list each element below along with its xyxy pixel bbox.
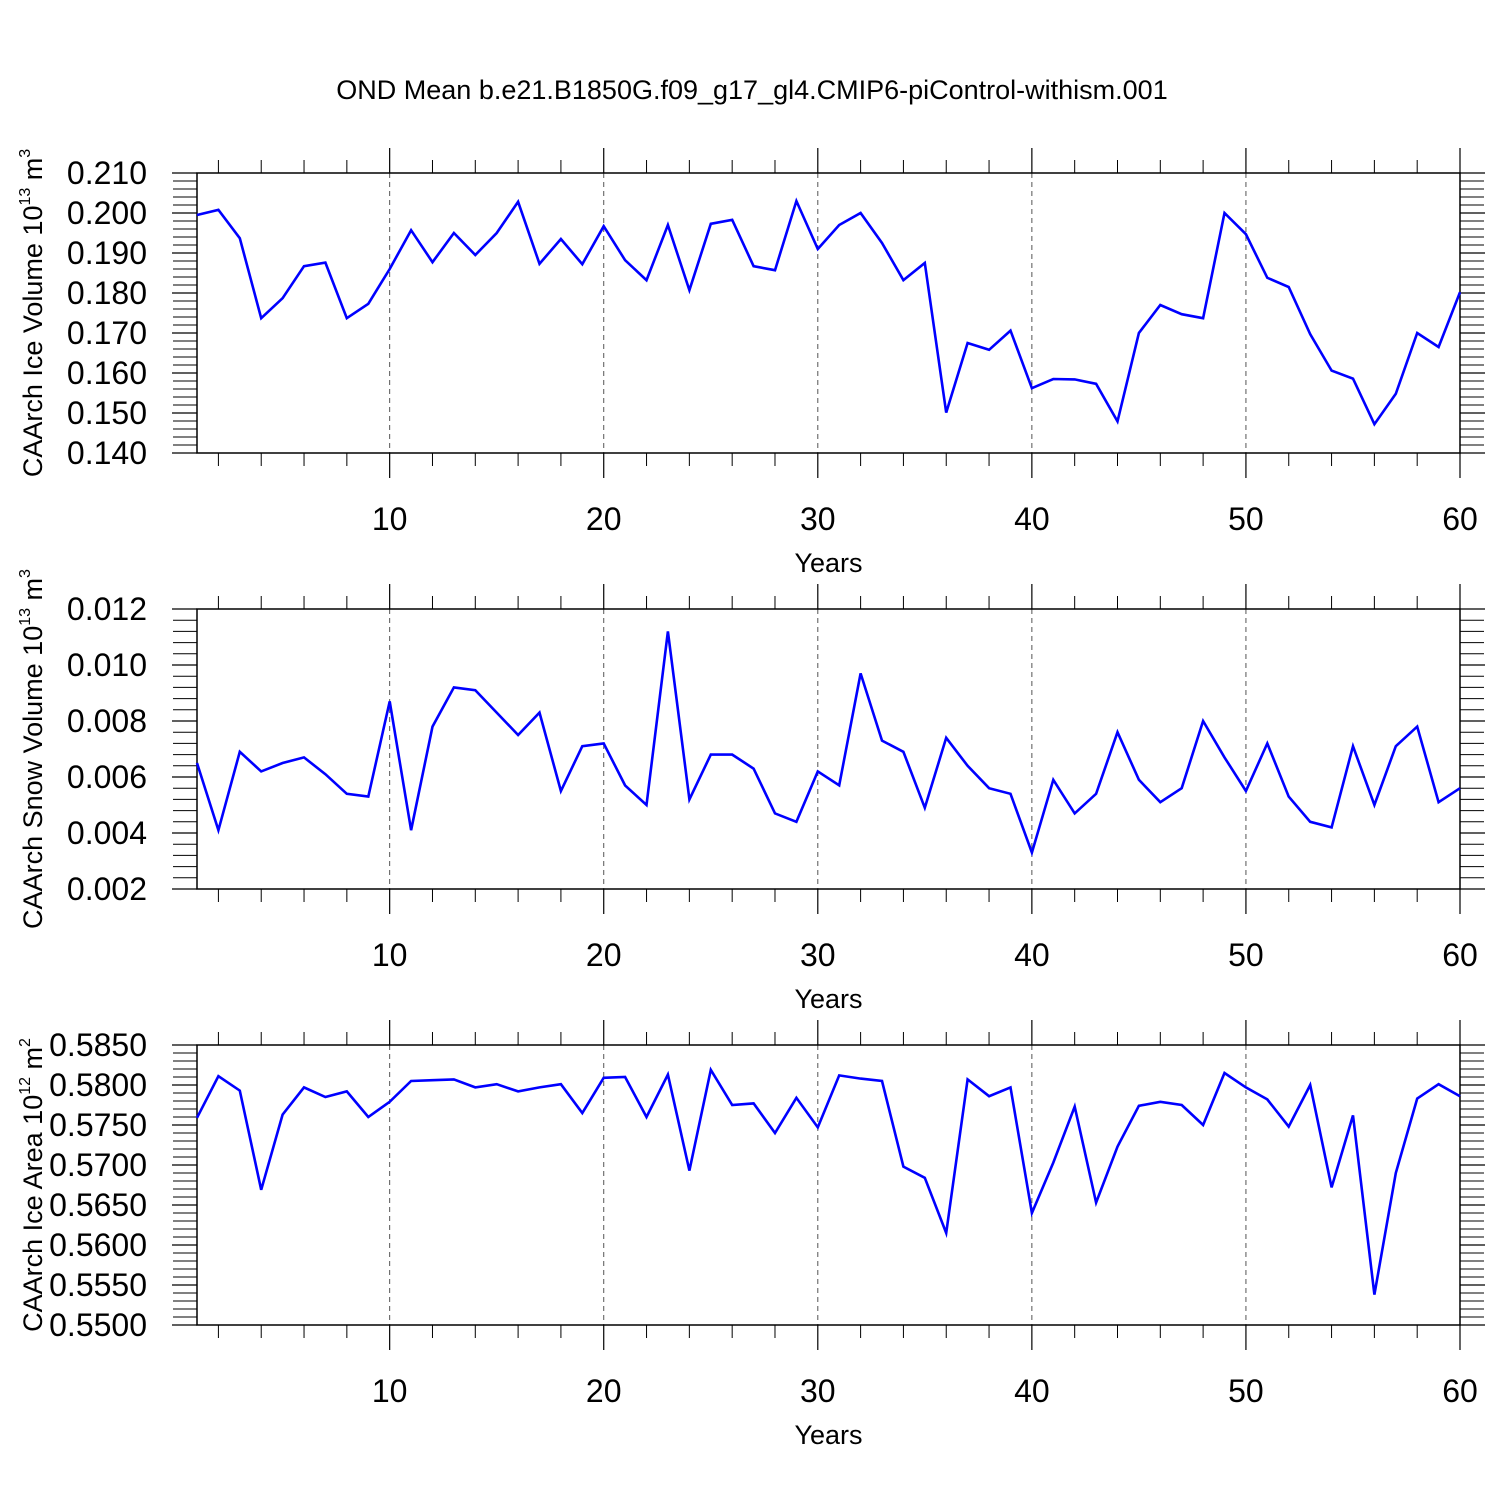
series-line-ice-volume bbox=[196, 197, 1462, 427]
x-tick-label: 50 bbox=[1228, 501, 1264, 537]
y-tick-label: 0.200 bbox=[67, 195, 147, 231]
y-axis-label-superscript: 12 bbox=[17, 1077, 34, 1095]
y-tick-label: 0.5750 bbox=[49, 1107, 147, 1143]
series-line-ice-area bbox=[195, 1066, 1461, 1295]
plot-frame bbox=[196, 172, 1461, 454]
x-tick-label: 40 bbox=[1014, 1373, 1050, 1409]
y-tick-label: 0.5500 bbox=[49, 1307, 147, 1343]
y-tick-label: 0.012 bbox=[67, 591, 147, 627]
y-axis-label-text: m bbox=[18, 578, 48, 608]
panel-snow-volume: 10 20 30 40 50 60 0.002 0.004 0.006 0.008 0.010 0.0… bbox=[17, 569, 1485, 1014]
x-tick-label: 60 bbox=[1442, 937, 1478, 973]
y-axis-label: CAArch Ice Area 1012 m2 bbox=[17, 1038, 48, 1332]
y-axis-label-superscript: 13 bbox=[17, 188, 34, 206]
y-axis-label: CAArch Ice Volume 1013 m3 bbox=[17, 149, 48, 477]
y-tick-label: 0.5600 bbox=[49, 1227, 147, 1263]
y-axis-label-superscript: 13 bbox=[17, 608, 34, 626]
chart-title: OND Mean b.e21.B1850G.f09_g17_gl4.CMIP6-… bbox=[336, 75, 1167, 105]
x-tick-label: 10 bbox=[372, 1373, 408, 1409]
y-axis-label-text: m bbox=[18, 158, 48, 188]
x-tick-label: 60 bbox=[1442, 1373, 1478, 1409]
x-axis-label: Years bbox=[794, 1420, 862, 1450]
panel-ice-area: 10 20 30 40 50 60 0.5500 0.5550 0.5600 0.5650 0.57… bbox=[17, 1020, 1485, 1450]
y-tick-label: 0.140 bbox=[67, 435, 147, 471]
y-axis-label-text: CAArch Snow Volume 10 bbox=[18, 626, 48, 929]
x-tick-label: 20 bbox=[586, 501, 622, 537]
y-tick-label: 0.150 bbox=[67, 395, 147, 431]
y-tick-label: 0.004 bbox=[67, 815, 147, 851]
y-tick-label: 0.006 bbox=[67, 759, 147, 795]
y-tick-label: 0.5650 bbox=[49, 1187, 147, 1223]
series-line-snow-volume bbox=[195, 631, 1461, 857]
y-tick-label: 0.180 bbox=[67, 275, 147, 311]
y-tick-label: 0.160 bbox=[67, 355, 147, 391]
x-tick-label: 30 bbox=[800, 501, 836, 537]
y-tick-label: 0.190 bbox=[67, 235, 147, 271]
y-axis-label-text: CAArch Ice Area 10 bbox=[18, 1095, 48, 1332]
panel-ice-volume: 10 20 30 40 50 60 0.140 0.150 0.160 0.170 0.180 0.1… bbox=[17, 148, 1485, 578]
x-tick-label: 30 bbox=[800, 1373, 836, 1409]
y-axis-label-superscript: 2 bbox=[17, 1038, 34, 1047]
x-tick-label: 50 bbox=[1228, 937, 1264, 973]
x-tick-label: 20 bbox=[586, 937, 622, 973]
plot-frame bbox=[196, 1044, 1461, 1326]
x-tick-label: 40 bbox=[1014, 501, 1050, 537]
panels: 10 20 30 40 50 60 0.140 0.150 0.160 0.170 0.180 0.1… bbox=[17, 148, 1485, 1450]
x-tick-label: 30 bbox=[800, 937, 836, 973]
y-axis-label-text: m bbox=[18, 1047, 48, 1077]
y-tick-label: 0.010 bbox=[67, 647, 147, 683]
x-tick-label: 20 bbox=[586, 1373, 622, 1409]
y-axis-label-superscript: 3 bbox=[17, 149, 34, 158]
x-tick-label: 60 bbox=[1442, 501, 1478, 537]
x-tick-label: 10 bbox=[372, 501, 408, 537]
plot-frame bbox=[196, 608, 1461, 890]
y-axis-label: CAArch Snow Volume 1013 m3 bbox=[17, 569, 48, 929]
x-tick-label: 50 bbox=[1228, 1373, 1264, 1409]
y-tick-label: 0.002 bbox=[67, 871, 147, 907]
y-tick-label: 0.5550 bbox=[49, 1267, 147, 1303]
y-tick-label: 0.210 bbox=[67, 155, 147, 191]
y-tick-label: 0.5850 bbox=[49, 1027, 147, 1063]
y-axis-label-superscript: 3 bbox=[17, 569, 34, 578]
x-axis-label: Years bbox=[794, 548, 862, 578]
y-tick-label: 0.008 bbox=[67, 703, 147, 739]
x-axis-label: Years bbox=[794, 984, 862, 1014]
y-tick-label: 0.170 bbox=[67, 315, 147, 351]
x-tick-label: 10 bbox=[372, 937, 408, 973]
y-tick-label: 0.5700 bbox=[49, 1147, 147, 1183]
x-tick-label: 40 bbox=[1014, 937, 1050, 973]
y-axis-label-text: CAArch Ice Volume 10 bbox=[18, 206, 48, 478]
y-tick-label: 0.5800 bbox=[49, 1067, 147, 1103]
